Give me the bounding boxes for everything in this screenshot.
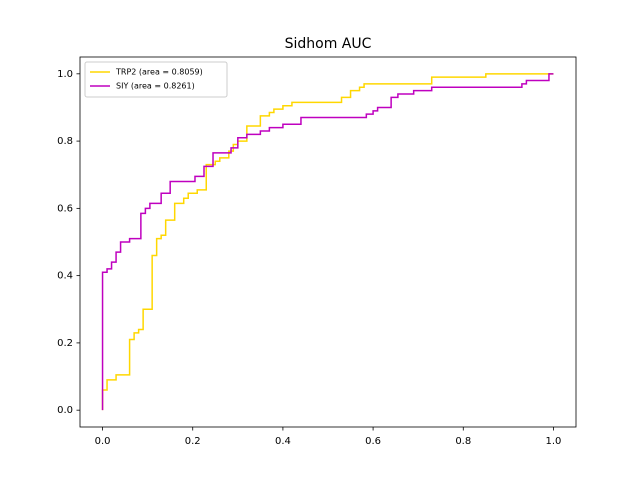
x-tick-label: 0.6	[365, 436, 381, 447]
legend: TRP2 (area = 0.8059) SIY (area = 0.8261)	[84, 61, 228, 98]
y-tick-label: 0.4	[57, 271, 73, 282]
legend-box	[84, 61, 228, 98]
y-tick-label: 1.0	[57, 69, 73, 80]
legend-text: SIY (area = 0.8261)	[116, 82, 195, 91]
x-tick-label: 0.4	[275, 436, 291, 447]
y-tick-label: 0.8	[57, 136, 73, 147]
y-tick-label: 0.0	[57, 405, 73, 416]
x-tick-label: 0.2	[185, 436, 201, 447]
y-tick-label: 0.2	[57, 338, 73, 349]
x-tick-label: 0.8	[455, 436, 471, 447]
x-tick-label: 0.0	[95, 436, 111, 447]
x-tick-label: 1.0	[546, 436, 562, 447]
y-tick-label: 0.6	[57, 203, 73, 214]
roc-line	[101, 73, 554, 411]
legend-text: TRP2 (area = 0.8059)	[115, 68, 203, 77]
chart-title: Sidhom AUC	[285, 36, 372, 52]
axes-frame	[79, 56, 577, 428]
roc-line	[101, 73, 554, 411]
